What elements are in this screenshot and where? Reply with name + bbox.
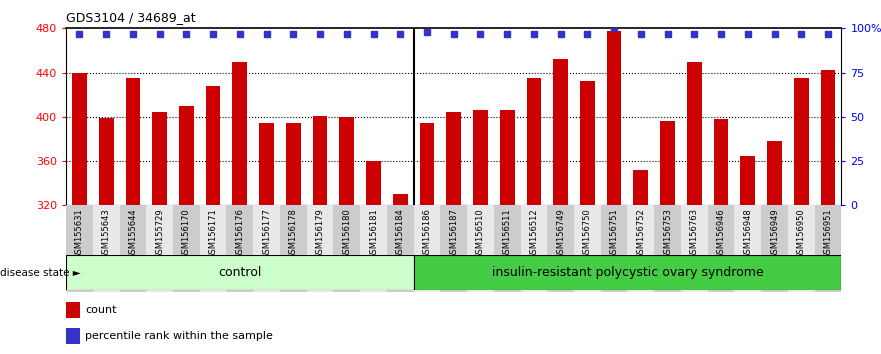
Text: GSM156178: GSM156178 (289, 208, 298, 259)
Bar (794, 78, 809, 205)
Bar (500, 110, 515, 205)
Text: GSM156949: GSM156949 (770, 208, 779, 258)
Text: GSM155631: GSM155631 (75, 208, 84, 259)
Bar (99, 118, 114, 205)
Text: disease state ►: disease state ► (0, 268, 81, 278)
Bar (767, 141, 781, 205)
Bar (307, 205, 333, 292)
Text: GSM156511: GSM156511 (503, 208, 512, 258)
Bar (601, 205, 627, 292)
Text: GSM155644: GSM155644 (129, 208, 137, 258)
Bar (574, 205, 601, 292)
Text: GSM156946: GSM156946 (716, 208, 726, 259)
Text: GSM156510: GSM156510 (476, 208, 485, 258)
Text: GSM156752: GSM156752 (636, 208, 646, 259)
Bar (286, 124, 300, 205)
Bar (413, 205, 440, 292)
Bar (521, 205, 547, 292)
Bar (707, 205, 735, 292)
Text: GSM156948: GSM156948 (744, 208, 752, 259)
Text: GSM156187: GSM156187 (449, 208, 458, 259)
Bar (687, 62, 701, 205)
Bar (740, 155, 755, 205)
Text: GSM156950: GSM156950 (796, 208, 806, 258)
Bar (440, 205, 467, 292)
Text: GSM155729: GSM155729 (155, 208, 164, 258)
Text: GSM156184: GSM156184 (396, 208, 404, 259)
Text: GSM156176: GSM156176 (235, 208, 244, 259)
Text: insulin-resistant polycystic ovary syndrome: insulin-resistant polycystic ovary syndr… (492, 266, 763, 279)
Text: GSM156753: GSM156753 (663, 208, 672, 259)
Bar (366, 161, 381, 205)
Text: GSM156750: GSM156750 (583, 208, 592, 259)
Bar (580, 81, 595, 205)
Bar (259, 124, 274, 205)
Bar (547, 205, 574, 292)
Bar (527, 78, 541, 205)
Bar (313, 116, 328, 205)
Bar (714, 119, 729, 205)
Bar (66, 302, 80, 318)
Text: GSM156180: GSM156180 (343, 208, 352, 259)
Text: GSM156179: GSM156179 (315, 208, 324, 259)
Bar (120, 205, 146, 292)
Text: GSM156171: GSM156171 (209, 208, 218, 259)
Bar (280, 205, 307, 292)
Bar (173, 205, 200, 292)
Bar (473, 110, 488, 205)
Bar (66, 328, 80, 344)
Bar (126, 78, 140, 205)
Bar (387, 205, 413, 292)
Bar (761, 205, 788, 292)
Bar (360, 205, 387, 292)
Bar (413, 255, 841, 290)
Bar (72, 73, 87, 205)
Bar (467, 205, 494, 292)
Bar (333, 205, 360, 292)
Bar (815, 205, 841, 292)
Bar (152, 113, 167, 205)
Text: GSM156751: GSM156751 (610, 208, 618, 259)
Bar (553, 59, 568, 205)
Bar (660, 121, 675, 205)
Bar (253, 205, 280, 292)
Bar (447, 113, 461, 205)
Bar (226, 205, 253, 292)
Bar (393, 194, 408, 205)
Bar (146, 205, 173, 292)
Text: percentile rank within the sample: percentile rank within the sample (85, 331, 273, 341)
Bar (66, 205, 93, 292)
Text: GSM156181: GSM156181 (369, 208, 378, 259)
Bar (200, 205, 226, 292)
Text: GSM156177: GSM156177 (262, 208, 271, 259)
Bar (419, 124, 434, 205)
Text: GSM156170: GSM156170 (181, 208, 191, 259)
Text: GSM155643: GSM155643 (101, 208, 111, 259)
Bar (788, 205, 815, 292)
Bar (633, 170, 648, 205)
Bar (494, 205, 521, 292)
Bar (655, 205, 681, 292)
Text: GSM156186: GSM156186 (423, 208, 432, 259)
Text: GDS3104 / 34689_at: GDS3104 / 34689_at (66, 11, 196, 24)
Bar (93, 205, 120, 292)
Text: count: count (85, 305, 117, 315)
Text: GSM156763: GSM156763 (690, 208, 699, 259)
Bar (681, 205, 707, 292)
Bar (66, 255, 413, 290)
Text: GSM156951: GSM156951 (824, 208, 833, 258)
Bar (179, 106, 194, 205)
Bar (339, 117, 354, 205)
Text: GSM156512: GSM156512 (529, 208, 538, 258)
Bar (206, 86, 220, 205)
Bar (735, 205, 761, 292)
Bar (627, 205, 655, 292)
Bar (607, 30, 621, 205)
Bar (233, 62, 248, 205)
Text: GSM156749: GSM156749 (556, 208, 565, 259)
Text: control: control (218, 266, 262, 279)
Bar (820, 70, 835, 205)
